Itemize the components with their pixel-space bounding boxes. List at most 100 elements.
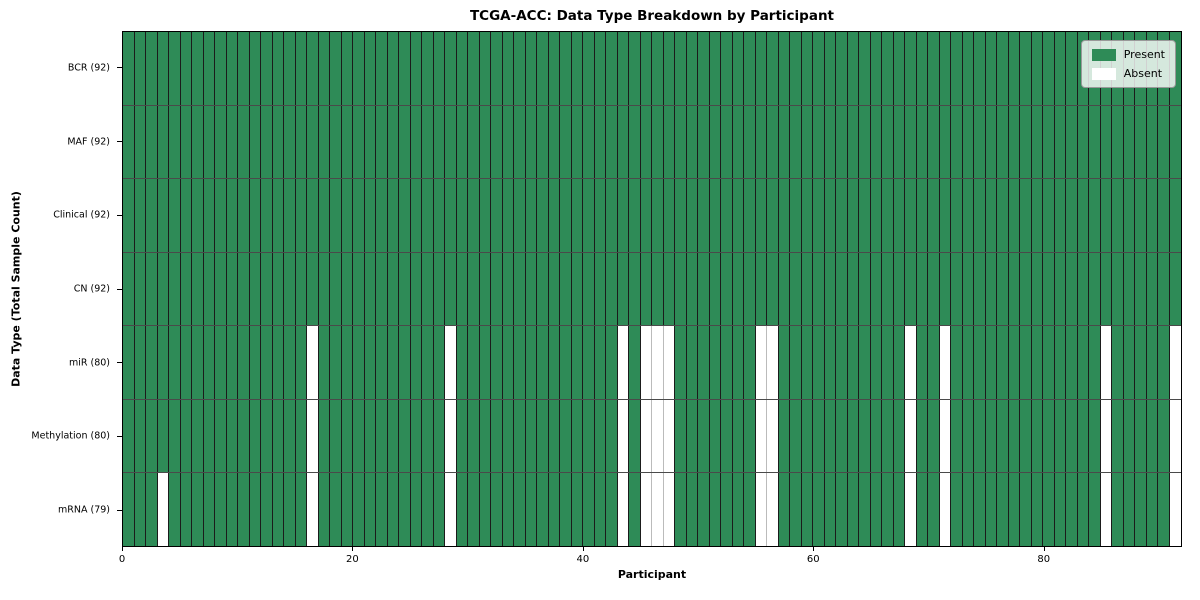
heatmap-cell xyxy=(560,326,572,399)
heatmap-cell xyxy=(974,105,986,179)
heatmap-cell xyxy=(606,252,618,326)
heatmap-cell xyxy=(1146,252,1158,326)
x-tick-label: 20 xyxy=(346,554,359,565)
heatmap-cell xyxy=(456,179,468,252)
heatmap-cell xyxy=(479,105,491,179)
heatmap-cell xyxy=(134,399,146,473)
heatmap-cell xyxy=(238,179,250,252)
heatmap-cell xyxy=(364,326,376,399)
heatmap-cell xyxy=(1031,252,1043,326)
heatmap-cell xyxy=(307,252,319,326)
heatmap-cell xyxy=(1008,32,1020,105)
heatmap-cell xyxy=(640,326,652,399)
heatmap-cell xyxy=(801,326,813,399)
heatmap-cell xyxy=(134,105,146,179)
heatmap-cell xyxy=(525,252,537,326)
heatmap-cell xyxy=(479,252,491,326)
heatmap-row xyxy=(123,104,1181,179)
y-tick-mark xyxy=(117,141,122,143)
heatmap-cell xyxy=(238,32,250,105)
heatmap-cell xyxy=(1077,252,1089,326)
heatmap-cell xyxy=(939,473,951,547)
heatmap-cell xyxy=(307,105,319,179)
heatmap-cell xyxy=(859,105,871,179)
heatmap-cell xyxy=(698,252,710,326)
heatmap-cell xyxy=(410,105,422,179)
heatmap-cell xyxy=(1008,179,1020,252)
heatmap-cell xyxy=(123,32,135,105)
heatmap-cell xyxy=(893,32,905,105)
heatmap-cell xyxy=(479,32,491,105)
heatmap-cell xyxy=(318,32,330,105)
heatmap-cell xyxy=(1135,473,1147,547)
heatmap-cell xyxy=(617,326,629,399)
heatmap-cell xyxy=(387,179,399,252)
heatmap-cell xyxy=(203,399,215,473)
heatmap-cell xyxy=(755,179,767,252)
heatmap-cell xyxy=(824,473,836,547)
heatmap-cell xyxy=(870,473,882,547)
heatmap-cell xyxy=(134,32,146,105)
heatmap-cell xyxy=(330,326,342,399)
heatmap-cell xyxy=(502,473,514,547)
heatmap-cell xyxy=(238,252,250,326)
heatmap-cell xyxy=(387,105,399,179)
heatmap-cell xyxy=(1112,473,1124,547)
heatmap-cell xyxy=(134,473,146,547)
heatmap-cell xyxy=(939,326,951,399)
heatmap-cell xyxy=(180,179,192,252)
heatmap-cell xyxy=(226,326,238,399)
heatmap-cell xyxy=(606,473,618,547)
heatmap-cell xyxy=(652,399,664,473)
heatmap-cell xyxy=(686,399,698,473)
heatmap-cell xyxy=(951,179,963,252)
heatmap-cell xyxy=(882,399,894,473)
heatmap-cell xyxy=(491,32,503,105)
heatmap-cell xyxy=(985,252,997,326)
heatmap-cell xyxy=(1169,326,1181,399)
heatmap-cell xyxy=(537,179,549,252)
heatmap-cell xyxy=(870,105,882,179)
heatmap-cell xyxy=(893,179,905,252)
heatmap-cell xyxy=(755,399,767,473)
heatmap-cell xyxy=(387,473,399,547)
heatmap-cell xyxy=(583,179,595,252)
heatmap-cell xyxy=(663,252,675,326)
x-tick-mark xyxy=(122,547,123,551)
heatmap-cell xyxy=(721,105,733,179)
heatmap-cell xyxy=(272,473,284,547)
heatmap-cell xyxy=(261,105,273,179)
heatmap-cell xyxy=(905,105,917,179)
heatmap-cell xyxy=(560,252,572,326)
heatmap-cell xyxy=(744,473,756,547)
heatmap-cell xyxy=(640,105,652,179)
heatmap-cell xyxy=(732,473,744,547)
heatmap-cell xyxy=(721,473,733,547)
heatmap-cell xyxy=(295,105,307,179)
heatmap-cell xyxy=(652,105,664,179)
heatmap-cell xyxy=(1020,473,1032,547)
heatmap-cell xyxy=(399,326,411,399)
heatmap-cell xyxy=(445,105,457,179)
heatmap-cell xyxy=(146,399,158,473)
y-tick-mark xyxy=(117,288,122,290)
heatmap-cell xyxy=(537,399,549,473)
heatmap-cell xyxy=(870,326,882,399)
heatmap-cell xyxy=(399,252,411,326)
heatmap-cell xyxy=(974,399,986,473)
heatmap-cell xyxy=(1008,399,1020,473)
heatmap-cell xyxy=(502,105,514,179)
heatmap-cell xyxy=(824,179,836,252)
heatmap-cell xyxy=(376,32,388,105)
heatmap-cell xyxy=(617,32,629,105)
heatmap-cell xyxy=(1031,179,1043,252)
heatmap-cell xyxy=(295,326,307,399)
heatmap-cell xyxy=(1020,326,1032,399)
heatmap-cell xyxy=(1054,252,1066,326)
heatmap-cell xyxy=(192,473,204,547)
heatmap-cell xyxy=(525,32,537,105)
y-tick-mark xyxy=(117,214,122,216)
heatmap-cell xyxy=(709,32,721,105)
heatmap-cell xyxy=(1043,179,1055,252)
heatmap-cell xyxy=(422,252,434,326)
